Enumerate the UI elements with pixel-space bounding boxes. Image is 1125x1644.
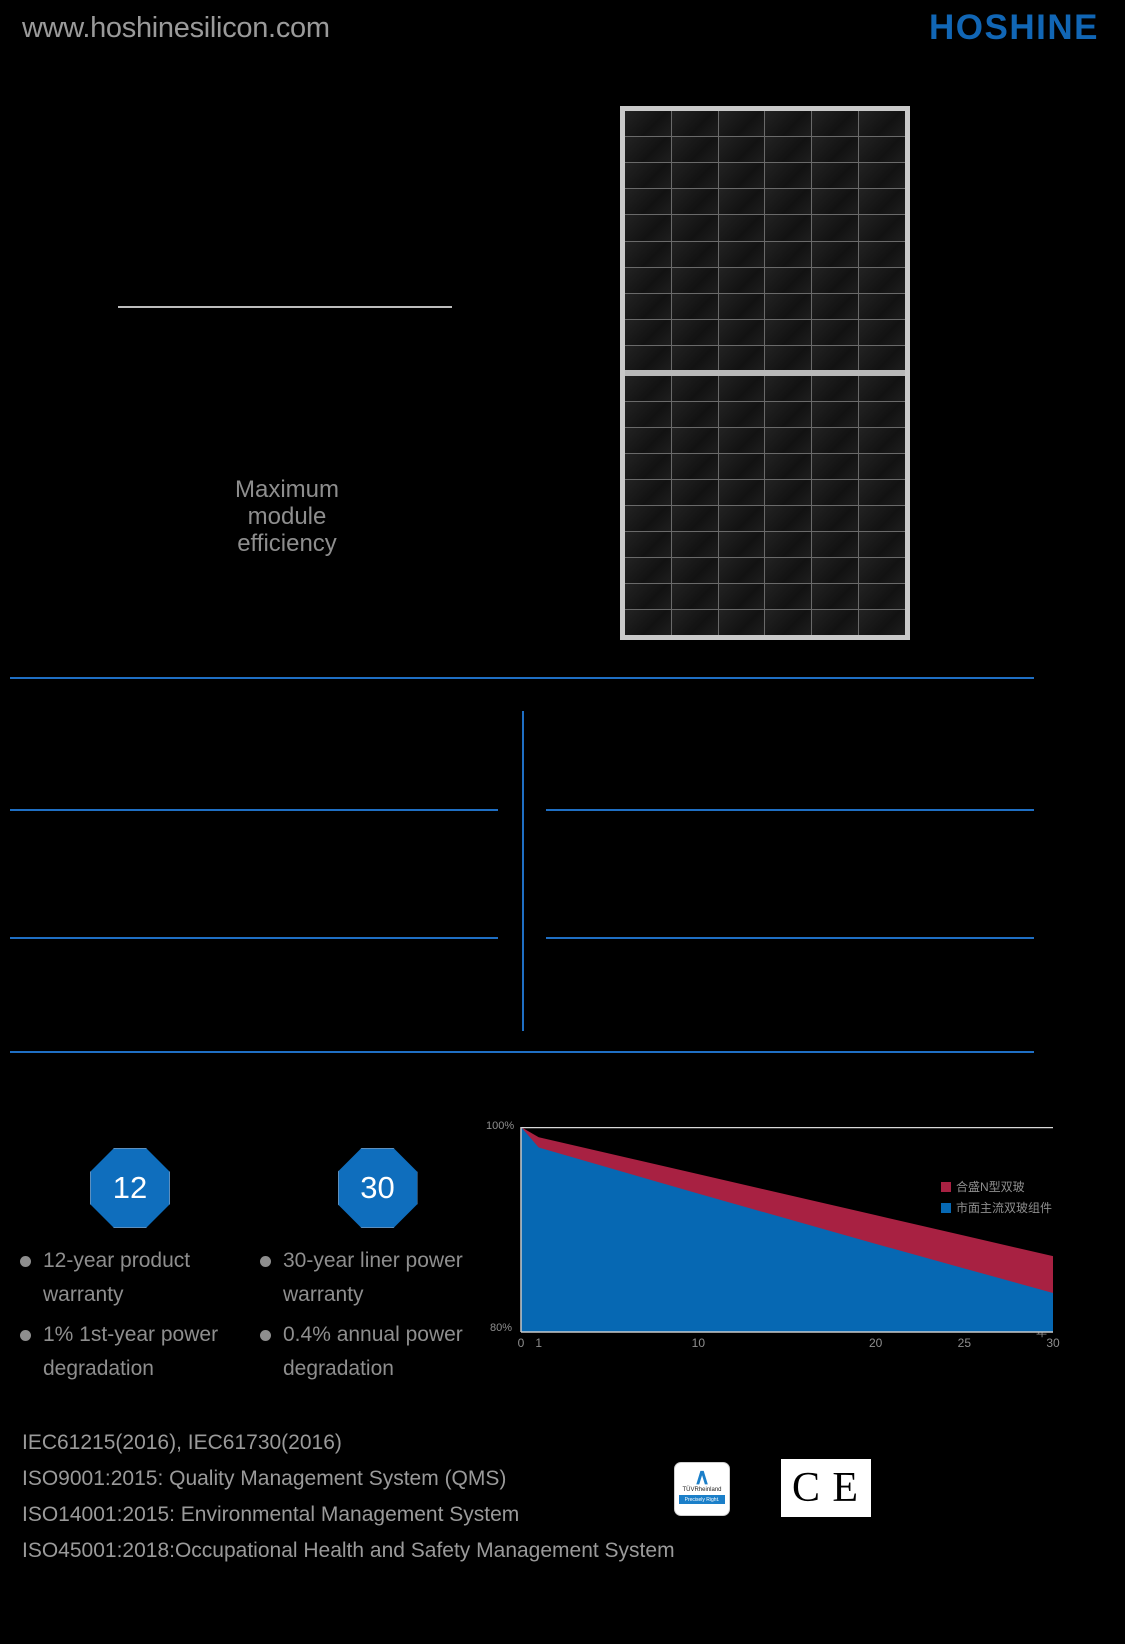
x-axis-tick: 10 [691, 1336, 706, 1350]
x-axis-tick: 1 [535, 1336, 543, 1350]
legend-swatch-red [940, 1181, 951, 1192]
panel-cells-bottom [625, 376, 905, 635]
legend-item-red: 合盛N型双玻 [940, 1178, 1052, 1195]
warranty-text: 30-year liner power warranty [283, 1249, 463, 1306]
chart-legend: 合盛N型双玻 市面主流双玻组件 [940, 1178, 1052, 1216]
tuv-tagline-label: Precisely Right. [679, 1495, 725, 1504]
bullet-icon [20, 1256, 31, 1267]
x-axis-tick: 0 [517, 1336, 525, 1350]
feature-divider-right-1 [546, 809, 1034, 811]
cert-line-iso14001: ISO14001:2015: Environmental Management … [22, 1503, 520, 1526]
warranty-block-product: 12 12-year product warranty 1% 1st-year … [20, 1148, 240, 1392]
chart-plot-area [521, 1127, 1053, 1332]
list-item: 12-year product warranty [20, 1244, 240, 1312]
y-axis-tick-top: 100% [486, 1120, 515, 1132]
list-item: 30-year liner power warranty [260, 1244, 495, 1312]
warranty-block-power: 30 30-year liner power warranty 0.4% ann… [260, 1148, 495, 1392]
legend-label: 市面主流双玻组件 [955, 1201, 1052, 1215]
hero-stat-caption: Maximum module efficiency [120, 476, 454, 557]
cert-line-iso9001: ISO9001:2015: Quality Management System … [22, 1467, 507, 1490]
tuv-rheinland-logo: ∧ TÜVRheinland Precisely Right. [674, 1462, 730, 1516]
site-url[interactable]: www.hoshinesilicon.com [22, 12, 330, 44]
bullet-icon [260, 1256, 271, 1267]
tuv-triangle-icon: ∧ [693, 1464, 711, 1489]
warranty-list-product: 12-year product warranty 1% 1st-year pow… [20, 1244, 240, 1386]
bullet-icon [20, 1330, 31, 1341]
list-item: 0.4% annual power degradation [260, 1318, 495, 1386]
section-divider-bottom [10, 1051, 1034, 1053]
feature-divider-left-1 [10, 809, 498, 811]
degradation-chart: 100% 80% 年 0 1 10 20 25 30 合盛N型双玻 市面主流双玻组件 [486, 1118, 1060, 1363]
series-area-blue [521, 1127, 1053, 1332]
warranty-list-power: 30-year liner power warranty 0.4% annual… [260, 1244, 495, 1386]
y-axis-tick-bottom: 80% [490, 1322, 513, 1334]
feature-divider-right-2 [546, 937, 1034, 939]
certifications-list: IEC61215(2016), IEC61730(2016) ISO9001:2… [22, 1425, 702, 1569]
legend-item-blue: 市面主流双玻组件 [940, 1199, 1052, 1216]
panel-cells-top [625, 111, 905, 371]
legend-swatch-blue [940, 1202, 951, 1213]
chart-svg [521, 1127, 1053, 1332]
x-axis-tick: 30 [1046, 1336, 1060, 1350]
cert-line-iec: IEC61215(2016), IEC61730(2016) [22, 1431, 342, 1454]
warranty-text: 1% 1st-year power degradation [43, 1323, 219, 1380]
x-axis-tick: 25 [957, 1336, 972, 1350]
ce-label: C E [791, 1465, 861, 1511]
panel-center-bar [625, 370, 905, 377]
brand-logo: HOSHINE [929, 8, 1099, 47]
list-item: 1% 1st-year power degradation [20, 1318, 240, 1386]
tuv-name-label: TÜVRheinland [682, 1487, 722, 1493]
warranty-text: 0.4% annual power degradation [283, 1323, 463, 1380]
x-axis-tick: 20 [868, 1336, 883, 1350]
section-divider-top [10, 677, 1034, 679]
warranty-text: 12-year product warranty [43, 1249, 191, 1306]
bullet-icon [260, 1330, 271, 1341]
warranty-badge-12: 12 [90, 1148, 170, 1228]
warranty-badge-30: 30 [337, 1148, 418, 1228]
cert-line-iso45001: ISO45001:2018:Occupational Health and Sa… [22, 1539, 675, 1562]
hero-stat-line-2: module [247, 503, 327, 530]
x-axis-unit-label: 年 [1036, 1327, 1047, 1339]
solar-panel-image [620, 106, 910, 640]
feature-divider-vertical [522, 711, 524, 1031]
ce-mark-logo: C E [781, 1459, 871, 1517]
feature-divider-left-2 [10, 937, 498, 939]
hero-stat-line-1: Maximum [234, 476, 339, 503]
hero-stat-line-3: efficiency [237, 530, 337, 557]
hero-divider [118, 306, 452, 308]
legend-label: 合盛N型双玻 [955, 1180, 1025, 1194]
